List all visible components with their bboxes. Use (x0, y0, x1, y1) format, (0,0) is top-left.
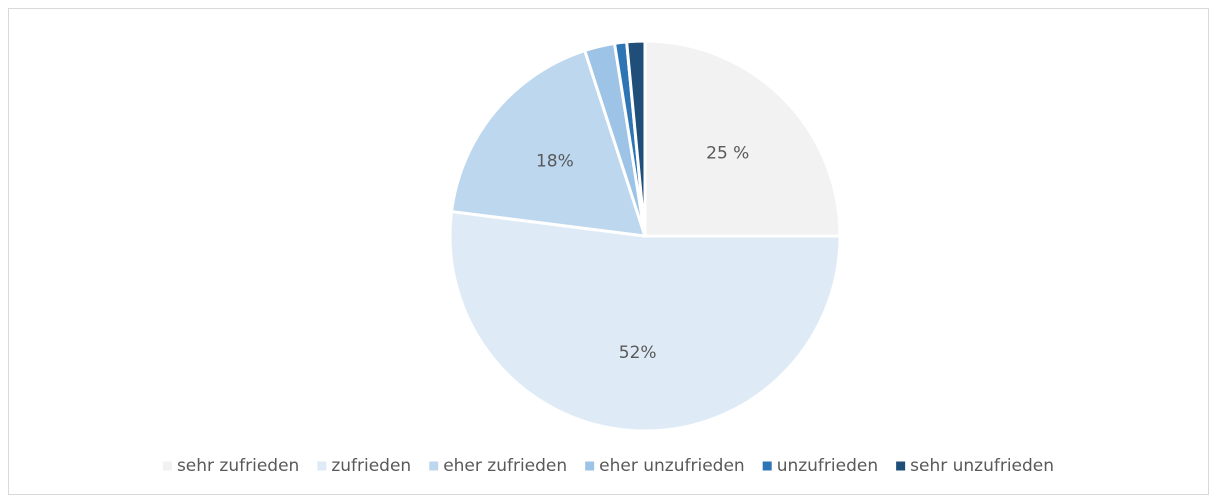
legend-swatch (317, 461, 327, 471)
pie-slice (450, 49, 647, 238)
data-label: 52% (619, 343, 657, 363)
legend-label: sehr zufrieden (177, 456, 299, 476)
data-label: 25 % (706, 143, 749, 163)
data-label: 18% (536, 151, 574, 171)
pie-slice (643, 39, 842, 238)
legend-swatch (762, 461, 772, 471)
legend-label: unzufrieden (777, 456, 878, 476)
legend-swatch (162, 461, 172, 471)
legend-label: eher unzufrieden (599, 456, 745, 476)
legend-label: zufrieden (331, 456, 411, 476)
legend-swatch (896, 461, 906, 471)
legend-label: eher zufrieden (443, 456, 567, 476)
legend-swatch (429, 461, 439, 471)
pie-slice (625, 39, 647, 238)
legend-label: sehr unzufrieden (910, 456, 1054, 476)
legend-swatch (585, 461, 595, 471)
pie-slice (448, 210, 842, 433)
